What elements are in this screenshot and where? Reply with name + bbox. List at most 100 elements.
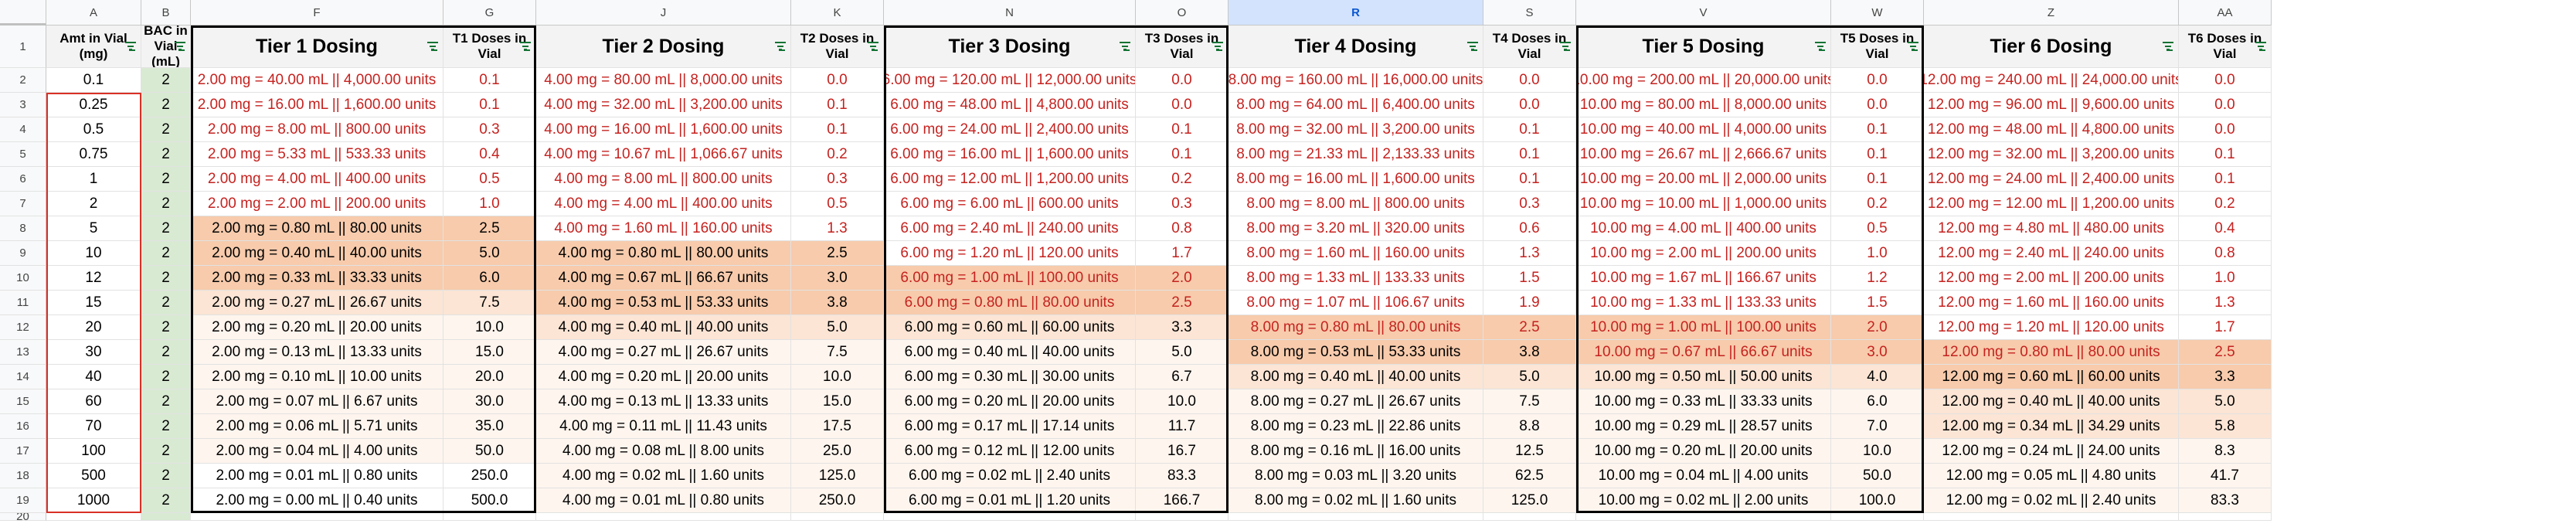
data-cell[interactable]: 4.00 mg = 16.00 mL || 1,600.00 units (536, 117, 791, 142)
row-header-20[interactable]: 20 (0, 513, 46, 521)
row-header-4[interactable]: 4 (0, 117, 46, 142)
data-cell[interactable]: 6.00 mg = 0.80 mL || 80.00 units (884, 291, 1136, 315)
data-cell[interactable]: 4.00 mg = 1.60 mL || 160.00 units (536, 216, 791, 241)
data-cell[interactable] (1576, 513, 1831, 521)
row-header-16[interactable]: 16 (0, 414, 46, 439)
data-cell[interactable]: 12.00 mg = 4.80 mL || 480.00 units (1924, 216, 2179, 241)
data-cell[interactable]: 12.00 mg = 2.40 mL || 240.00 units (1924, 241, 2179, 266)
data-cell[interactable]: 2.00 mg = 0.10 mL || 10.00 units (191, 365, 443, 389)
data-cell[interactable]: 8.00 mg = 1.33 mL || 133.33 units (1229, 266, 1483, 291)
data-cell[interactable] (791, 513, 884, 521)
data-cell[interactable]: 2.0 (1136, 266, 1229, 291)
data-cell[interactable]: 2.0 (1831, 315, 1924, 340)
data-cell[interactable]: 12.00 mg = 0.60 mL || 60.00 units (1924, 365, 2179, 389)
header-t5-doses-in-vial[interactable]: T5 Doses in Vial (1831, 26, 1924, 68)
data-cell[interactable]: 4.00 mg = 0.67 mL || 66.67 units (536, 266, 791, 291)
data-cell[interactable]: 2.5 (791, 241, 884, 266)
data-cell[interactable]: 6.00 mg = 12.00 mL || 1,200.00 units (884, 167, 1136, 192)
data-cell[interactable] (443, 513, 536, 521)
data-cell[interactable]: 2.00 mg = 5.33 mL || 533.33 units (191, 142, 443, 167)
data-cell[interactable]: 4.00 mg = 0.53 mL || 53.33 units (536, 291, 791, 315)
data-cell[interactable]: 6.00 mg = 0.01 mL || 1.20 units (884, 488, 1136, 513)
data-cell[interactable] (46, 513, 141, 521)
data-cell[interactable]: 2 (141, 167, 191, 192)
data-cell[interactable]: 10.00 mg = 40.00 mL || 4,000.00 units (1576, 117, 1831, 142)
data-cell[interactable]: 10.00 mg = 0.02 mL || 2.00 units (1576, 488, 1831, 513)
data-cell[interactable]: 0.3 (443, 117, 536, 142)
data-cell[interactable]: 4.00 mg = 0.02 mL || 1.60 units (536, 464, 791, 488)
data-cell[interactable]: 50.0 (1831, 464, 1924, 488)
column-header-w[interactable]: W (1831, 0, 1924, 26)
row-header-7[interactable]: 7 (0, 192, 46, 216)
row-header-3[interactable]: 3 (0, 93, 46, 117)
data-cell[interactable]: 2 (46, 192, 141, 216)
data-cell[interactable]: 4.00 mg = 32.00 mL || 3,200.00 units (536, 93, 791, 117)
data-cell[interactable]: 250.0 (791, 488, 884, 513)
data-cell[interactable]: 11.7 (1136, 414, 1229, 439)
data-cell[interactable]: 10.00 mg = 0.50 mL || 50.00 units (1576, 365, 1831, 389)
data-cell[interactable]: 10.0 (443, 315, 536, 340)
select-all-corner[interactable] (0, 0, 46, 26)
row-header-19[interactable]: 19 (0, 488, 46, 513)
data-cell[interactable]: 6.00 mg = 0.20 mL || 20.00 units (884, 389, 1136, 414)
data-cell[interactable]: 0.75 (46, 142, 141, 167)
data-cell[interactable]: 125.0 (1483, 488, 1576, 513)
data-cell[interactable]: 10.00 mg = 1.33 mL || 133.33 units (1576, 291, 1831, 315)
data-cell[interactable]: 12.00 mg = 96.00 mL || 9,600.00 units (1924, 93, 2179, 117)
row-header-2[interactable]: 2 (0, 68, 46, 93)
data-cell[interactable]: 10.00 mg = 0.04 mL || 4.00 units (1576, 464, 1831, 488)
data-cell[interactable]: 5.0 (1483, 365, 1576, 389)
data-cell[interactable]: 0.1 (1483, 117, 1576, 142)
data-cell[interactable]: 0.1 (1831, 142, 1924, 167)
data-cell[interactable]: 6.00 mg = 1.00 mL || 100.00 units (884, 266, 1136, 291)
data-cell[interactable]: 0.0 (1483, 93, 1576, 117)
data-cell[interactable]: 2.00 mg = 0.01 mL || 0.80 units (191, 464, 443, 488)
data-cell[interactable]: 10.00 mg = 0.20 mL || 20.00 units (1576, 439, 1831, 464)
data-cell[interactable]: 2 (141, 389, 191, 414)
data-cell[interactable]: 125.0 (791, 464, 884, 488)
data-cell[interactable]: 6.00 mg = 48.00 mL || 4,800.00 units (884, 93, 1136, 117)
data-cell[interactable]: 2.5 (1136, 291, 1229, 315)
filter-icon[interactable] (868, 42, 878, 51)
header-t3-doses-in-vial[interactable]: T3 Doses in Vial (1136, 26, 1229, 68)
data-cell[interactable]: 8.00 mg = 1.07 mL || 106.67 units (1229, 291, 1483, 315)
data-cell[interactable]: 10.0 (1831, 439, 1924, 464)
header-tier-3-dosing[interactable]: Tier 3 Dosing (884, 26, 1136, 68)
data-cell[interactable]: 2 (141, 488, 191, 513)
data-cell[interactable]: 0.0 (2179, 93, 2272, 117)
filter-icon[interactable] (125, 42, 136, 51)
data-cell[interactable]: 2.5 (1483, 315, 1576, 340)
data-cell[interactable]: 17.5 (791, 414, 884, 439)
data-cell[interactable]: 2 (141, 464, 191, 488)
data-cell[interactable]: 2.00 mg = 0.00 mL || 0.40 units (191, 488, 443, 513)
column-header-v[interactable]: V (1576, 0, 1831, 26)
data-cell[interactable]: 0.1 (1136, 117, 1229, 142)
data-cell[interactable] (1483, 513, 1576, 521)
row-header-1[interactable]: 1 (0, 26, 46, 68)
data-cell[interactable]: 100.0 (1831, 488, 1924, 513)
row-header-15[interactable]: 15 (0, 389, 46, 414)
data-cell[interactable]: 10.00 mg = 26.67 mL || 2,666.67 units (1576, 142, 1831, 167)
data-cell[interactable]: 0.4 (2179, 216, 2272, 241)
data-cell[interactable]: 50.0 (443, 439, 536, 464)
data-cell[interactable]: 1.0 (1831, 241, 1924, 266)
data-cell[interactable]: 3.0 (1831, 340, 1924, 365)
filter-icon[interactable] (1212, 42, 1223, 51)
data-cell[interactable]: 6.00 mg = 0.60 mL || 60.00 units (884, 315, 1136, 340)
data-cell[interactable]: 8.00 mg = 16.00 mL || 1,600.00 units (1229, 167, 1483, 192)
data-cell[interactable]: 8.3 (2179, 439, 2272, 464)
row-header-11[interactable]: 11 (0, 291, 46, 315)
data-cell[interactable]: 3.3 (1136, 315, 1229, 340)
header-t2-doses-in-vial[interactable]: T2 Doses in Vial (791, 26, 884, 68)
data-cell[interactable]: 2 (141, 315, 191, 340)
filter-icon[interactable] (1908, 42, 1918, 51)
header-tier-1-dosing[interactable]: Tier 1 Dosing (191, 26, 443, 68)
row-header-8[interactable]: 8 (0, 216, 46, 241)
data-cell[interactable]: 5.0 (2179, 389, 2272, 414)
data-cell[interactable]: 4.00 mg = 8.00 mL || 800.00 units (536, 167, 791, 192)
data-cell[interactable]: 6.00 mg = 0.17 mL || 17.14 units (884, 414, 1136, 439)
filter-icon[interactable] (775, 42, 786, 51)
data-cell[interactable]: 12.00 mg = 0.34 mL || 34.29 units (1924, 414, 2179, 439)
data-cell[interactable]: 0.1 (443, 93, 536, 117)
data-cell[interactable]: 7.5 (791, 340, 884, 365)
